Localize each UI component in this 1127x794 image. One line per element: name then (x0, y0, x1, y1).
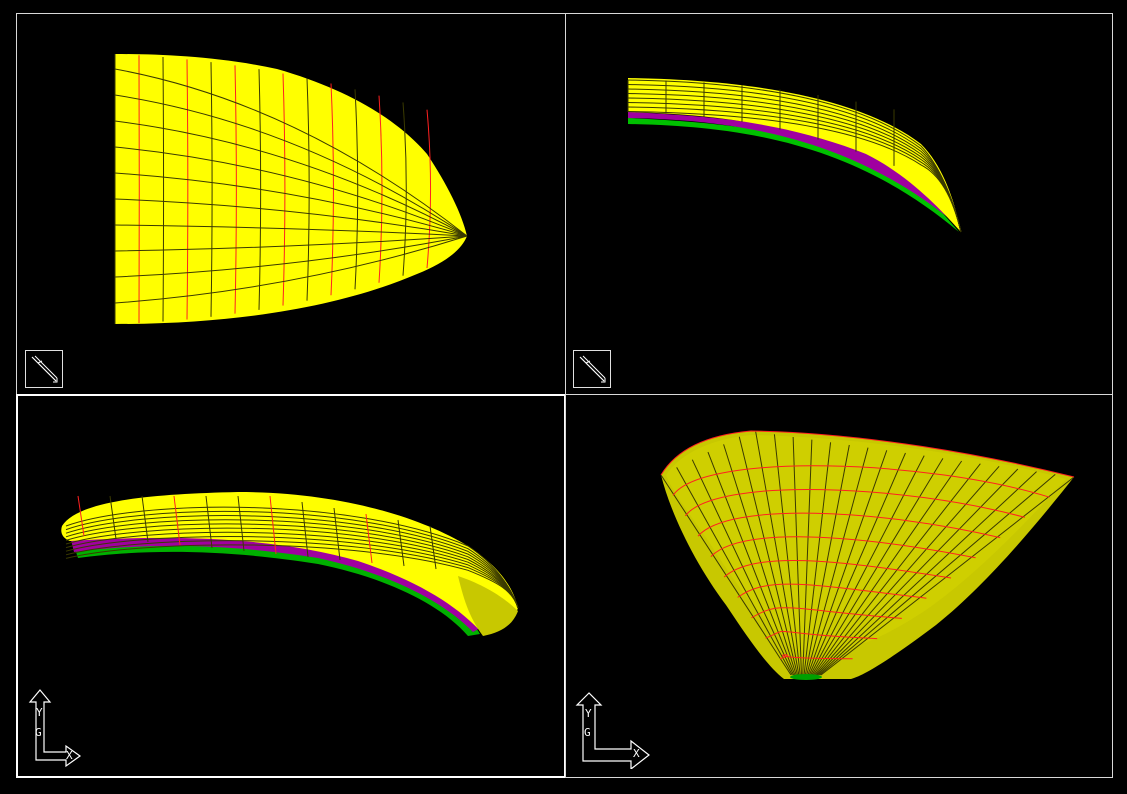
strip-line (65, 531, 519, 609)
section-line (282, 73, 286, 306)
meridian-line (810, 455, 925, 676)
strip-line (65, 544, 519, 609)
isoline (779, 654, 853, 660)
isoline (723, 559, 952, 579)
meridian-line (738, 436, 799, 676)
apex-marker (790, 674, 822, 680)
strip-line (65, 519, 519, 609)
surface-shadow (458, 576, 518, 636)
meridian-line (773, 434, 801, 676)
rib-line (77, 495, 85, 537)
isoline (710, 536, 976, 559)
meridian-line (807, 450, 888, 676)
section-line (306, 78, 310, 301)
isoline (672, 465, 1050, 498)
ucs-origin-label: G (584, 726, 591, 739)
section-line (402, 102, 407, 276)
meridian-line (676, 467, 793, 676)
ucs-y-label: Y (36, 706, 43, 719)
section-line (186, 59, 189, 320)
section-line (162, 57, 165, 322)
meridian-line (820, 476, 1075, 676)
isoline (684, 489, 1025, 518)
rib-line (109, 495, 117, 540)
edge-band-green (74, 541, 480, 636)
rib-line (141, 495, 149, 543)
surface-fill (115, 54, 467, 324)
strip-line (65, 527, 519, 609)
section-line (330, 83, 334, 296)
meridian-line (818, 471, 1037, 676)
meridian-line (819, 473, 1056, 676)
meridian-line (815, 466, 1000, 676)
surface-fill (628, 78, 961, 232)
meridian-line (792, 436, 802, 676)
meridian-line (114, 68, 468, 237)
isoline (697, 512, 1001, 539)
edge-band-purple (70, 531, 480, 632)
rib-line (397, 519, 405, 567)
meridian-line (802, 439, 813, 676)
isoline (737, 583, 927, 599)
ucs-origin-label: G (35, 726, 42, 739)
viewport-bottom-left[interactable]: Y G X (16, 394, 566, 778)
isoline (765, 630, 878, 640)
ucs-axis-icon: Y G X (28, 689, 82, 768)
meridian-line (114, 235, 468, 278)
meridian-line (814, 463, 981, 676)
meridian-line (707, 451, 796, 676)
broken-pencil-ucs-icon (25, 350, 63, 388)
rib-line (205, 495, 213, 549)
meridian-line (755, 431, 800, 676)
rim-line (660, 430, 1075, 478)
rib-line (429, 525, 437, 570)
meridian-line (114, 120, 468, 237)
meridian-line (114, 235, 468, 304)
meridian-line (804, 444, 850, 676)
meridian-line (806, 447, 869, 676)
meridian-line (816, 468, 1019, 676)
meridian-line (803, 442, 832, 676)
ucs-x-label: X (66, 749, 73, 762)
meridian-line (811, 458, 944, 676)
meridian-line (114, 224, 468, 237)
meridian-line (723, 444, 797, 676)
rib-line (237, 495, 245, 552)
viewport-top-right[interactable] (565, 13, 1113, 395)
meridian-line (114, 235, 468, 252)
section-line (426, 109, 432, 269)
meridian-line (812, 460, 963, 676)
strip-line (65, 506, 519, 609)
rib-line (365, 513, 373, 564)
section-line (234, 65, 237, 314)
strip-line (65, 510, 519, 609)
rib-line (173, 495, 181, 546)
strip-line (65, 523, 519, 609)
surface-model-perspective-view (660, 430, 1075, 680)
meridian-line (808, 452, 906, 676)
viewport-top-left[interactable] (16, 13, 566, 395)
meridian-line (114, 94, 468, 237)
surface-model-iso-view (61, 492, 519, 636)
meridian-line (114, 146, 468, 237)
strip-line (627, 111, 962, 233)
surface-model-plan-view (114, 54, 468, 324)
viewport-bottom-right[interactable]: Y G X (565, 394, 1113, 778)
rib-line (269, 495, 277, 555)
surface-fill (61, 492, 519, 634)
broken-pencil-ucs-icon (573, 350, 611, 388)
meridian-line (114, 198, 468, 237)
rib-line (301, 501, 309, 558)
rib-line (333, 507, 341, 561)
surface-model-side-view (627, 78, 962, 233)
meridian-line (114, 172, 468, 237)
ucs-y-label: Y (585, 707, 592, 720)
isoline (751, 607, 902, 619)
section-line (354, 89, 359, 290)
ucs-axis-icon: Y G X (575, 692, 650, 769)
ucs-x-label: X (633, 747, 640, 760)
